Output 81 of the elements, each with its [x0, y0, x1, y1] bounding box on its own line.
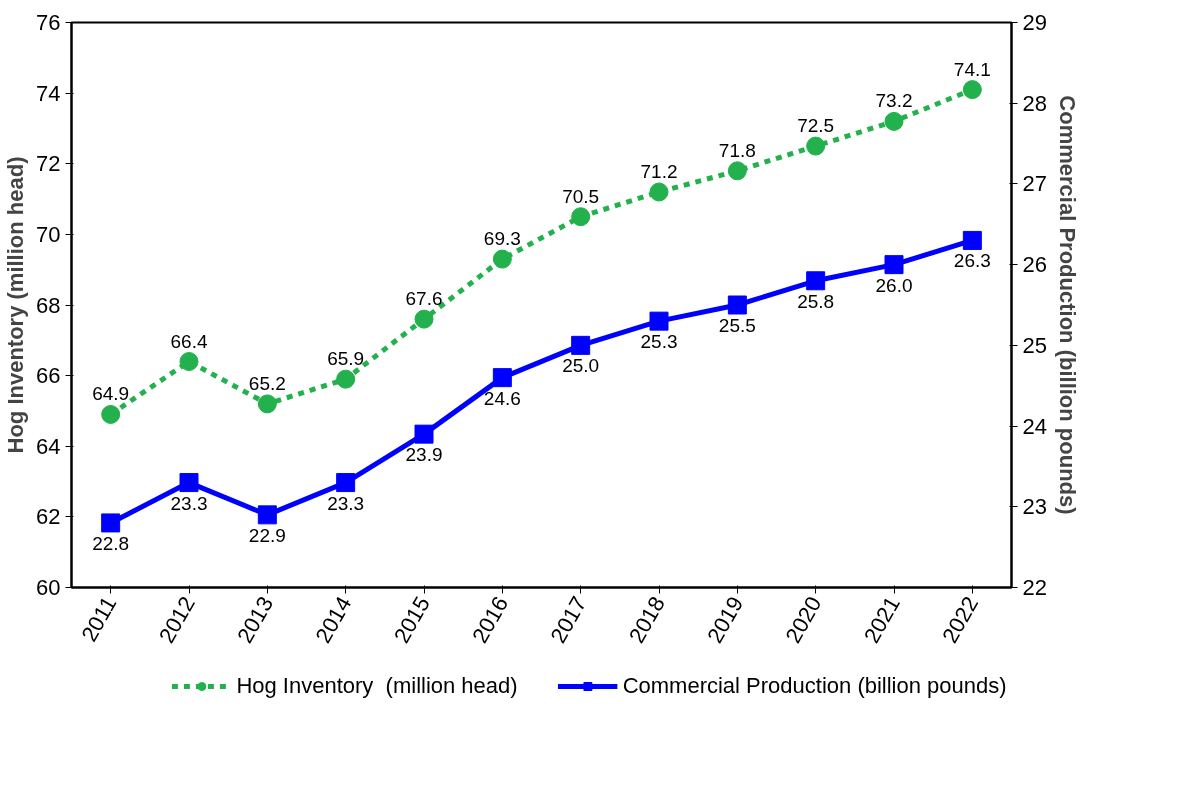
data-label: 71.2: [640, 161, 678, 182]
x-tick-label: 2021: [858, 592, 905, 648]
x-tick-label: 2015: [388, 592, 435, 648]
point: [414, 309, 434, 329]
y-tick-label: 64: [36, 433, 61, 459]
y2-tick-label: 29: [1022, 10, 1047, 35]
point: [727, 295, 747, 315]
data-label: 23.9: [405, 444, 443, 466]
y-tick-label: 72: [36, 151, 61, 177]
data-label: 25.5: [718, 315, 756, 336]
x-tick-label: 2012: [153, 592, 200, 648]
x-tick-label: 2018: [623, 592, 670, 648]
data-label: 25.0: [562, 355, 600, 377]
data-label: 23.3: [170, 492, 208, 514]
x-tick-label: 2022: [937, 592, 984, 648]
y-tick-label: 66: [36, 363, 61, 389]
data-label: 22.8: [92, 532, 130, 554]
point: [962, 80, 982, 100]
point: [571, 335, 591, 355]
point: [649, 182, 669, 202]
data-label: 67.6: [405, 288, 443, 310]
y-tick-label: 62: [36, 504, 61, 530]
data-label: 72.5: [797, 115, 835, 137]
data-label: 26.0: [875, 274, 913, 296]
point: [101, 404, 121, 424]
point: [414, 424, 434, 444]
data-label: 73.2: [875, 90, 913, 112]
data-label: 71.8: [718, 139, 756, 161]
y2-tick-label: 24: [1022, 413, 1047, 439]
point: [257, 394, 277, 414]
point: [884, 255, 904, 275]
y-tick-label: 70: [36, 221, 61, 247]
point: [179, 352, 199, 371]
point: [649, 311, 669, 331]
point: [257, 505, 277, 525]
y2-tick-label: 23: [1022, 494, 1047, 520]
x-tick-label: 2017: [545, 592, 592, 648]
legend-label: Hog Inventory (million head): [236, 673, 518, 699]
point: [336, 369, 356, 389]
point: [492, 368, 512, 388]
data-label: 65.2: [248, 372, 286, 394]
data-label: 24.6: [483, 387, 521, 409]
point: [179, 473, 199, 493]
data-label: 65.9: [327, 348, 365, 370]
y-tick-label: 74: [36, 80, 61, 106]
y2-tick-label: 27: [1022, 171, 1047, 197]
data-label: 23.3: [327, 492, 365, 514]
point: [884, 111, 904, 131]
data-label: 66.4: [170, 330, 208, 352]
data-label: 74.1: [953, 58, 991, 80]
data-label: 64.9: [92, 383, 130, 405]
point: [571, 207, 591, 227]
data-label: 25.8: [797, 290, 835, 312]
x-tick-label: 2014: [310, 592, 357, 648]
x-tick-label: 2019: [702, 592, 749, 648]
y2-tick-label: 25: [1022, 332, 1047, 358]
x-tick-label: 2016: [467, 592, 514, 648]
point: [727, 161, 747, 181]
y-tick-label: 60: [36, 575, 61, 600]
y-tick-label: 68: [36, 292, 61, 318]
data-label: 22.9: [248, 524, 286, 546]
point: [962, 230, 982, 250]
y2-tick-label: 28: [1022, 90, 1047, 116]
point: [101, 513, 121, 533]
x-tick-label: 2011: [76, 592, 122, 646]
point: [492, 249, 512, 269]
x-tick-label: 2013: [232, 592, 279, 648]
point: [336, 473, 356, 493]
y2-axis-title: Commercial Production (billion pounds): [1054, 95, 1080, 515]
x-tick-label: 2020: [780, 592, 827, 648]
data-label: 70.5: [562, 185, 600, 207]
y-axis-title: Hog Inventory (million head): [3, 156, 29, 454]
data-label: 69.3: [483, 228, 521, 250]
data-label: 25.3: [640, 331, 678, 353]
y2-tick-label: 26: [1022, 252, 1047, 278]
legend-label: Commercial Production (billion pounds): [622, 673, 1007, 699]
data-label: 26.3: [953, 250, 991, 272]
y2-tick-label: 22: [1022, 575, 1047, 600]
point: [806, 271, 826, 291]
point: [806, 136, 826, 156]
y-tick-label: 76: [36, 10, 61, 35]
